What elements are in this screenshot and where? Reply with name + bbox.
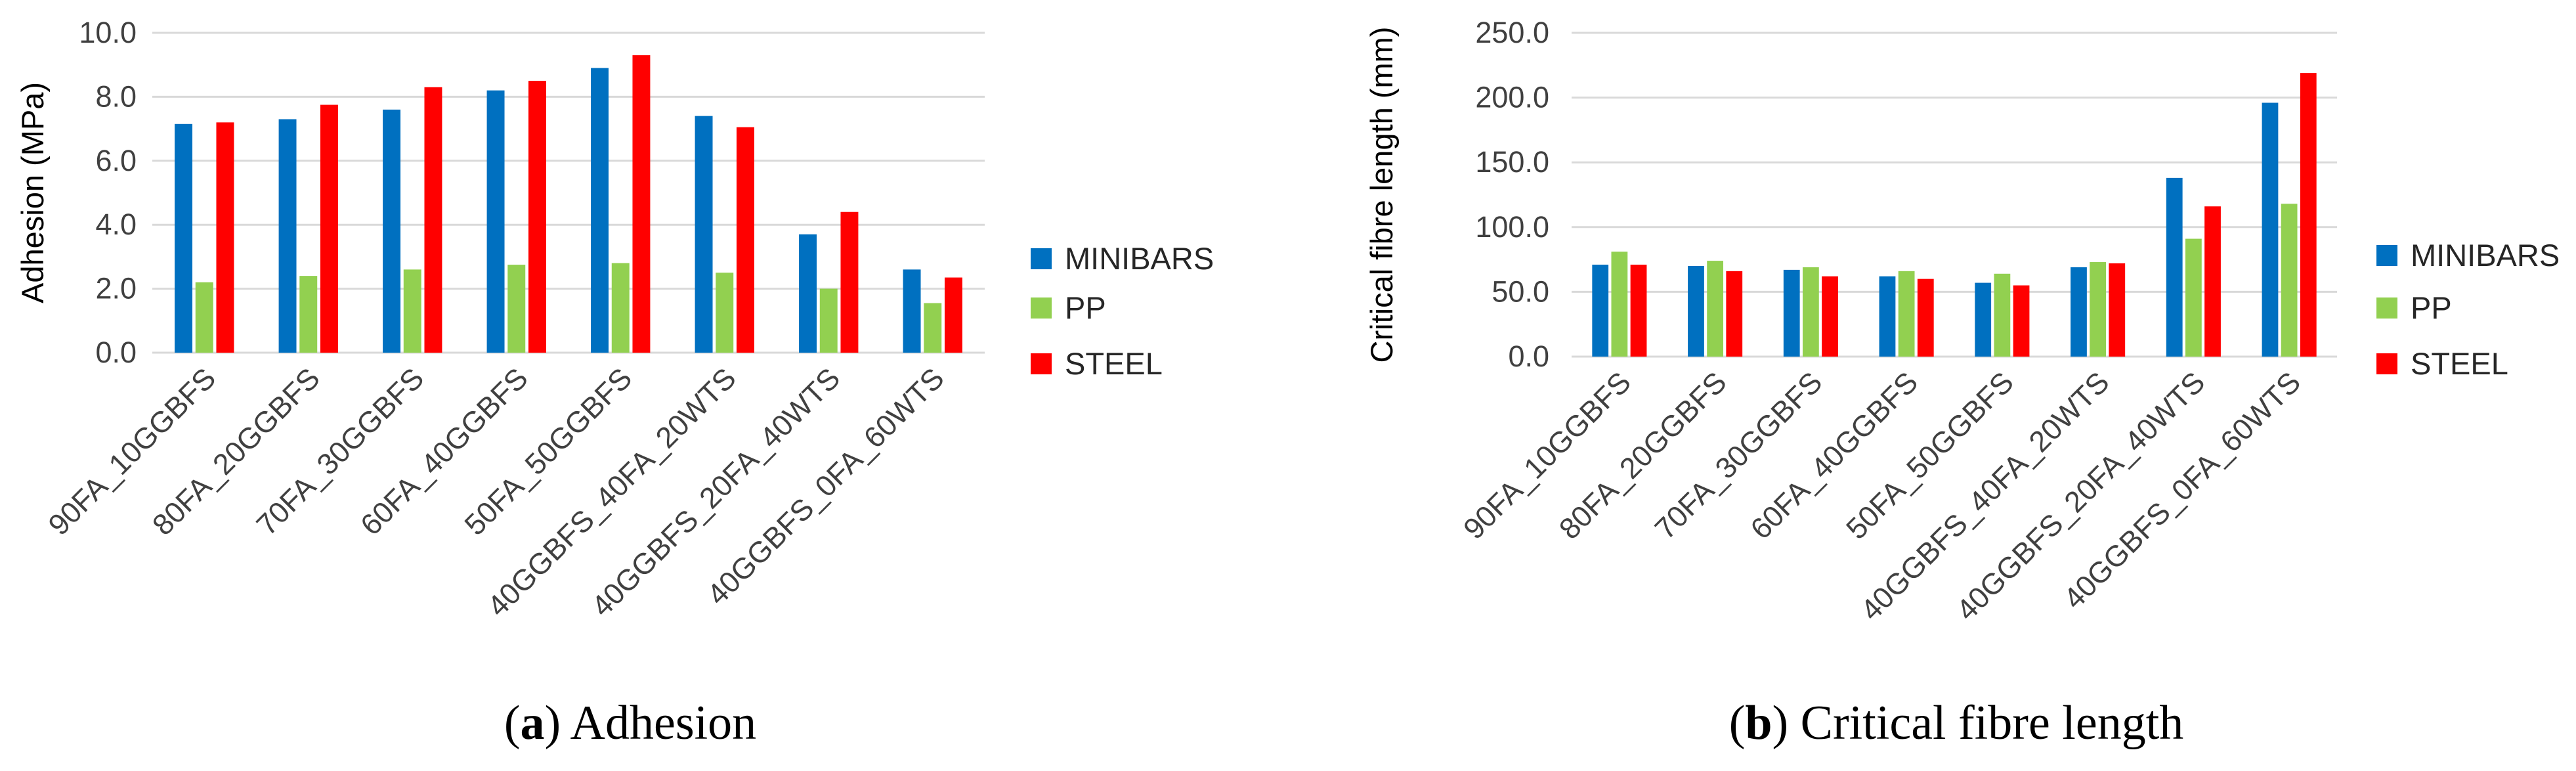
bar-steel bbox=[320, 104, 338, 353]
y-tick-label: 50.0 bbox=[1492, 275, 1549, 308]
caption-letter: a bbox=[520, 696, 544, 750]
x-tick-label: 90FA_10GGBFS bbox=[1457, 365, 1637, 546]
legend-swatch-pp bbox=[2376, 297, 2397, 319]
y-tick-label: 8.0 bbox=[95, 79, 137, 113]
bar-pp bbox=[1802, 267, 1819, 357]
bar-steel bbox=[840, 211, 859, 353]
x-tick-label: 60FA_40GGBFS bbox=[1744, 365, 1924, 546]
bar-minibars bbox=[591, 68, 609, 353]
bar-pp bbox=[1898, 271, 1915, 357]
bar-steel bbox=[2013, 285, 2030, 357]
legend-label: PP bbox=[2411, 290, 2452, 325]
bar-minibars bbox=[903, 269, 921, 353]
y-tick-label: 4.0 bbox=[95, 208, 137, 241]
bar-minibars bbox=[1688, 265, 1704, 357]
bar-steel bbox=[528, 81, 546, 353]
legend-label: MINIBARS bbox=[1065, 241, 1214, 276]
bar-pp bbox=[1707, 261, 1724, 357]
legend-swatch-minibars bbox=[2376, 245, 2397, 266]
y-tick-label: 0.0 bbox=[95, 336, 137, 369]
bar-minibars bbox=[383, 109, 401, 353]
bar-pp bbox=[819, 288, 838, 353]
bar-minibars bbox=[1783, 269, 1800, 357]
bar-pp bbox=[2090, 262, 2107, 357]
legend-swatch-steel bbox=[2376, 353, 2397, 374]
bar-steel bbox=[1726, 271, 1743, 357]
legend-label: PP bbox=[1065, 290, 1106, 325]
bar-minibars bbox=[1975, 282, 1992, 357]
bar-minibars bbox=[278, 119, 297, 353]
critical-fibre-length-chart: 0.0 50.0 100.0 150.0 200.0 250.0 Critical fibr… bbox=[1364, 16, 2560, 750]
bar-minibars bbox=[695, 116, 713, 353]
y-axis-title: Adhesion (MPa) bbox=[15, 82, 50, 303]
legend-swatch-pp bbox=[1031, 297, 1052, 319]
legend-label: STEEL bbox=[2411, 346, 2508, 381]
legend-swatch-minibars bbox=[1031, 248, 1052, 269]
bar-steel bbox=[632, 55, 651, 353]
bar-minibars bbox=[799, 234, 817, 353]
bar-minibars bbox=[2262, 102, 2279, 357]
bar-pp bbox=[716, 273, 734, 353]
y-tick-label: 250.0 bbox=[1475, 16, 1549, 49]
bar-steel bbox=[424, 87, 442, 353]
x-tick-label: 50FA_50GGBFS bbox=[1839, 365, 2020, 546]
caption-paren-open: ( bbox=[504, 696, 521, 750]
bar-minibars bbox=[1592, 264, 1609, 357]
bar-pp bbox=[403, 269, 421, 353]
y-tick-label: 100.0 bbox=[1475, 210, 1549, 244]
legend-label: STEEL bbox=[1065, 346, 1163, 381]
bar-pp bbox=[611, 263, 630, 353]
y-tick-label: 0.0 bbox=[1508, 340, 1549, 373]
bar-pp bbox=[1994, 273, 2011, 357]
bar-pp bbox=[507, 265, 526, 353]
legend-label: MINIBARS bbox=[2411, 238, 2560, 273]
chart-caption: (b) Critical fibre length bbox=[1729, 696, 2184, 750]
bar-steel bbox=[2300, 73, 2317, 357]
y-tick-label: 2.0 bbox=[95, 272, 137, 305]
bar-pp bbox=[299, 276, 318, 353]
bar-steel bbox=[1917, 278, 1934, 357]
bar-steel bbox=[736, 127, 754, 353]
x-tick-label: 70FA_30GGBFS bbox=[1648, 365, 1829, 546]
caption-letter: b bbox=[1745, 696, 1772, 750]
x-tick-label: 80FA_20GGBFS bbox=[1553, 365, 1733, 546]
bar-pp bbox=[2281, 204, 2298, 357]
y-axis-title: Critical fibre length (mm) bbox=[1364, 27, 1399, 363]
bar-steel bbox=[216, 122, 234, 353]
chart-caption: (a) Adhesion bbox=[504, 696, 756, 750]
bar-pp bbox=[195, 282, 213, 353]
bar-steel bbox=[2109, 263, 2126, 357]
bar-minibars bbox=[2071, 267, 2087, 357]
bar-steel bbox=[1822, 276, 1838, 357]
y-tick-label: 200.0 bbox=[1475, 81, 1549, 114]
bar-minibars bbox=[2166, 177, 2183, 357]
bar-minibars bbox=[1879, 276, 1896, 357]
caption-text: ) Adhesion bbox=[544, 696, 756, 750]
y-tick-label: 10.0 bbox=[79, 16, 137, 49]
bar-steel bbox=[2204, 206, 2221, 357]
bar-pp bbox=[1611, 252, 1628, 357]
bar-minibars bbox=[486, 90, 505, 353]
caption-text: ) Critical fibre length bbox=[1772, 696, 2184, 750]
y-tick-label: 150.0 bbox=[1475, 145, 1549, 179]
bar-steel bbox=[944, 277, 962, 353]
bar-steel bbox=[1630, 264, 1647, 357]
caption-paren-open: ( bbox=[1729, 696, 1746, 750]
bar-minibars bbox=[175, 123, 193, 353]
legend-swatch-steel bbox=[1031, 353, 1052, 374]
bar-pp bbox=[2185, 238, 2202, 357]
y-tick-label: 6.0 bbox=[95, 144, 137, 177]
bar-pp bbox=[924, 303, 942, 353]
